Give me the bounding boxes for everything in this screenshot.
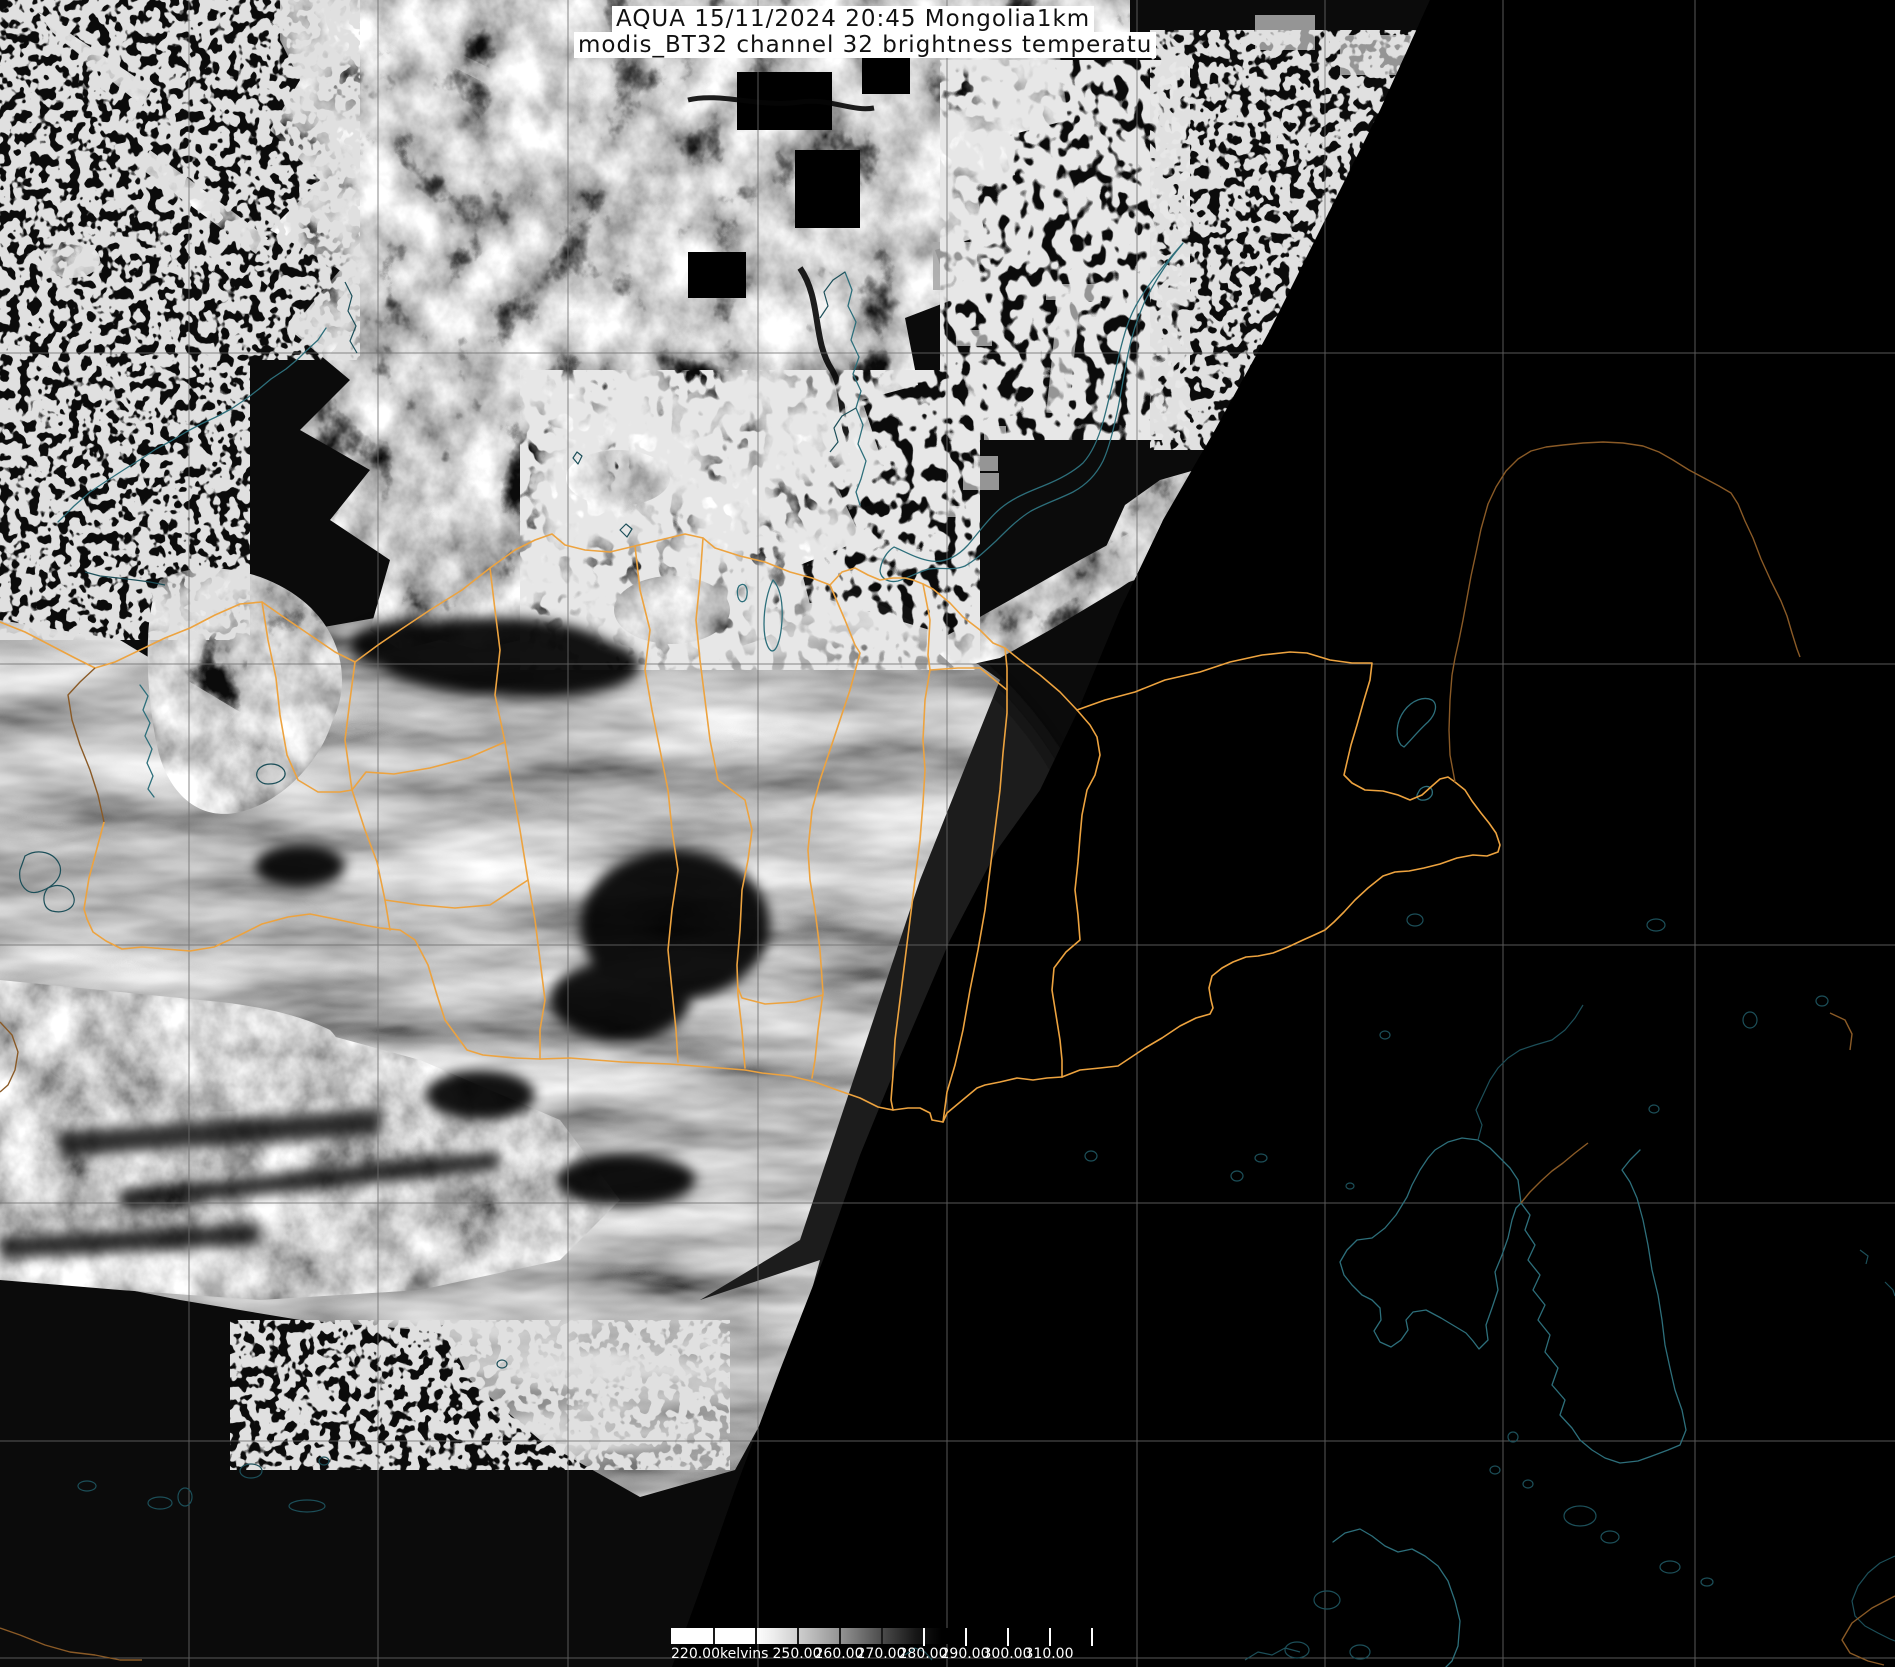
uvs-lake-b [43,885,75,913]
coast-bit-e2 [1884,1281,1895,1297]
uvs-lake-a [19,851,62,894]
colorbar-gradient [671,1628,1101,1646]
border-bit-sw-corner [0,1627,142,1661]
political-borders-layer [0,441,1895,1666]
speckle-field-baikal-west [940,60,1190,440]
granule-data-holes [688,48,910,298]
small-river-north [344,281,358,354]
tuva-river [57,327,327,523]
cloud-bright-north-mass [270,0,1130,660]
selenga-river [844,271,867,506]
colorbar-unit-label: 220.00kelvins [671,1646,769,1662]
coastline-bohai-korea [1339,1137,1687,1464]
cloud-blob-c3 [426,514,514,566]
selenga-tributary-2 [829,407,857,453]
cloud-streak-n [412,34,522,98]
colorbar-label-280: 280.00 [898,1646,948,1662]
mongolia-south-border [83,821,1063,1123]
colorbar-label-270: 270.00 [856,1646,906,1662]
colorbar-label-300: 300.00 [982,1646,1032,1662]
west-thin-lake [84,571,166,586]
coast-bit-s2 [904,1647,933,1661]
swath-raster-layer [0,0,1430,1667]
cloud-blob-c1 [566,450,670,506]
coastline-corner-se [1851,1555,1895,1642]
colorbar-label-260: 260.00 [814,1646,864,1662]
scattered-small-lakes [77,913,1829,1513]
province-border-arch-leg [1448,674,1456,783]
cold-black-patches [255,617,770,1206]
snow-bright-patch [40,998,342,1112]
lake-khovsgol-west-pond [736,583,748,603]
island-outlines [1284,1431,1714,1660]
mongolia-east-border [1051,709,1101,1078]
tiny-lake-c1 [572,451,583,465]
colorbar-label-310: 310.00 [1024,1646,1074,1662]
speckle-field-west [0,360,250,640]
coastline-shandong [1332,1528,1461,1667]
hulun-lake-outline [1396,697,1437,748]
colorbar-tick-240 [755,1628,757,1644]
colorbar-tick-280 [923,1628,925,1646]
selenga-tributary-1 [819,271,846,319]
colorbar-tick-260 [839,1628,841,1644]
colorbar-tick-270 [881,1628,883,1644]
tiny-lake-c2 [619,523,633,538]
colorbar-tick-250 [797,1628,799,1644]
border-bit-e [1829,1012,1853,1051]
province-border-khingan-arch [1451,441,1801,676]
speckle-field-nw-corner [0,0,360,360]
border-bit-se-corner [1841,1595,1895,1666]
aimag-internal-borders [261,537,1008,1123]
uvs-region-river [139,684,155,798]
colorbar-tick-230 [713,1628,715,1644]
mongolia-west-border [67,667,105,823]
mountain-ridge-shadows [0,1108,501,1259]
coast-bit-s1 [1244,1647,1301,1661]
cloud-blob-c2 [614,576,730,644]
image-title-line2: modis_BT32 channel 32 brightness tempera… [574,32,1157,59]
image-title-line1: AQUA 15/11/2024 20:45 Mongolia1km [612,6,1095,33]
colorbar-tick-300 [1007,1628,1009,1646]
colorbar-tick-320 [1091,1628,1093,1646]
coastline-liaoning [1475,1004,1584,1141]
colorbar-label-290: 290.00 [940,1646,990,1662]
colorbar-tick-290 [965,1628,967,1646]
speckle-field-south [230,1320,730,1470]
yalu-border [1520,1142,1589,1204]
speckle-field-center [520,370,980,670]
colorbar-tick-310 [1049,1628,1051,1646]
lake-khovsgol-outline [763,579,783,652]
russia-china-border-ne [1061,651,1501,1078]
river-valley-dark [687,95,875,112]
coast-bit-e1 [1859,1249,1869,1265]
colorbar-label-250: 250.00 [772,1646,822,1662]
border-bit-west-edge [0,1021,19,1093]
khyargas-lake [256,763,286,785]
